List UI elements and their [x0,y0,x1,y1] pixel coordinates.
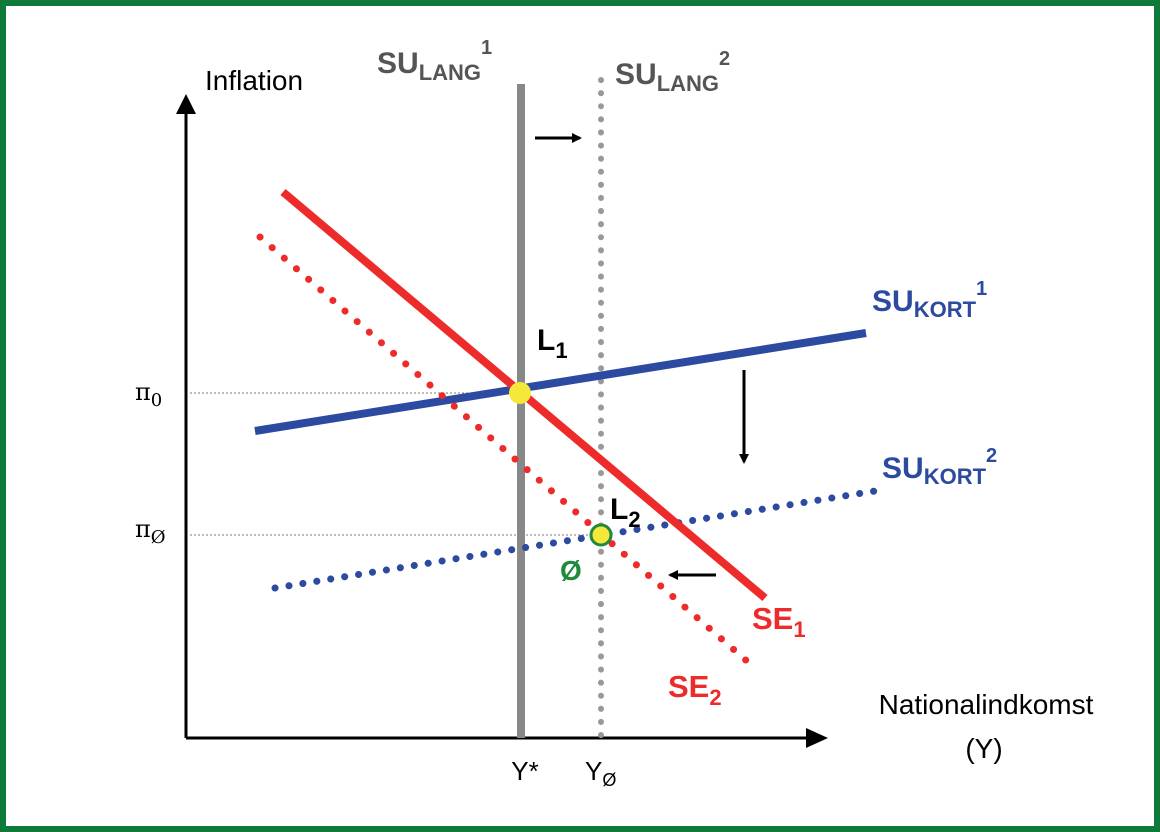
su-kort-1-label: SUKORT1 [872,278,987,322]
pi0-tick-label: π0 [135,378,162,411]
y-star-tick-label: Y* [511,756,538,786]
y-axis-title: Inflation [205,65,303,96]
x-axis-title-unit: (Y) [965,733,1002,764]
pioe-tick-label: πØ [135,515,166,548]
su-lang-2-label: SULANG2 [615,48,730,96]
x-axis-title: Nationalindkomst [879,689,1094,720]
x-axis-arrowhead [806,728,828,748]
su-kort-2-label: SUKORT2 [882,445,997,489]
l2-point-label: L2 [610,493,641,532]
su-kort-2-line [271,487,879,592]
y-oe-tick-label: YØ [585,756,616,790]
l1-point-label: L1 [537,324,568,363]
l1-equilibrium-point [509,382,531,404]
se-2-label: SE2 [668,669,722,710]
su-kort-1-line [254,329,867,435]
su-lang-1-label: SULANG1 [377,37,492,85]
oe-point-label: Ø [560,555,582,586]
se-2-line [256,233,752,666]
l2-equilibrium-point [589,523,613,547]
se-1-label: SE1 [752,601,806,642]
y-axis-arrowhead [176,94,196,114]
